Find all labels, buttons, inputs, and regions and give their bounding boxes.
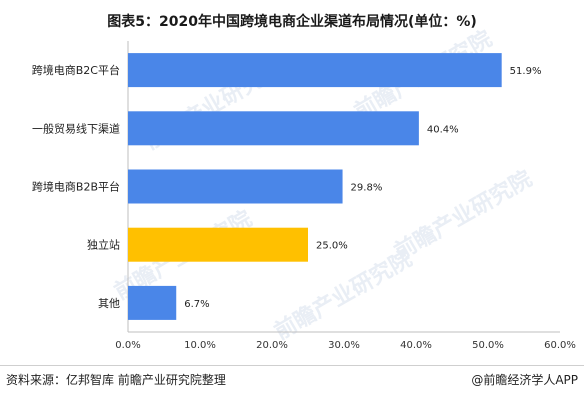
x-tick-labels: 0.0% 10.0% 20.0% 30.0% 40.0% 50.0% 60.0% — [115, 340, 576, 351]
category-label: 跨境电商B2C平台 — [32, 63, 120, 77]
x-tick-label: 50.0% — [472, 340, 504, 351]
x-tick-label: 20.0% — [256, 340, 288, 351]
category-label: 其他 — [98, 297, 120, 310]
source-note: 资料来源：亿邦智库 前瞻产业研究院整理 — [6, 373, 226, 387]
bar — [128, 285, 177, 320]
bars-group — [128, 53, 502, 320]
value-labels: 51.9% 40.4% 29.8% 25.0% 6.7% — [184, 66, 541, 310]
x-tick-label: 40.0% — [400, 340, 432, 351]
chart-title: 图表5：2020年中国跨境电商企业渠道布局情况(单位：%) — [107, 14, 477, 30]
bar — [128, 169, 343, 204]
value-label: 25.0% — [316, 241, 348, 252]
x-tick-label: 10.0% — [184, 340, 216, 351]
category-label: 独立站 — [87, 238, 120, 252]
category-label: 跨境电商B2B平台 — [32, 180, 120, 194]
category-label: 一般贸易线下渠道 — [32, 121, 120, 135]
bar — [128, 111, 419, 146]
x-tick-label: 0.0% — [115, 340, 140, 351]
x-tick-label: 60.0% — [544, 340, 576, 351]
bar — [128, 53, 502, 88]
watermark-text: 前瞻产业研究院 — [390, 166, 536, 266]
value-label: 6.7% — [184, 299, 209, 310]
value-label: 29.8% — [351, 183, 383, 194]
footer-divider — [0, 365, 584, 366]
value-label: 40.4% — [427, 124, 459, 135]
bar — [128, 227, 308, 262]
value-label: 51.9% — [510, 66, 542, 77]
x-tick-label: 30.0% — [328, 340, 360, 351]
brand-label: @前瞻经济学人APP — [471, 373, 578, 387]
